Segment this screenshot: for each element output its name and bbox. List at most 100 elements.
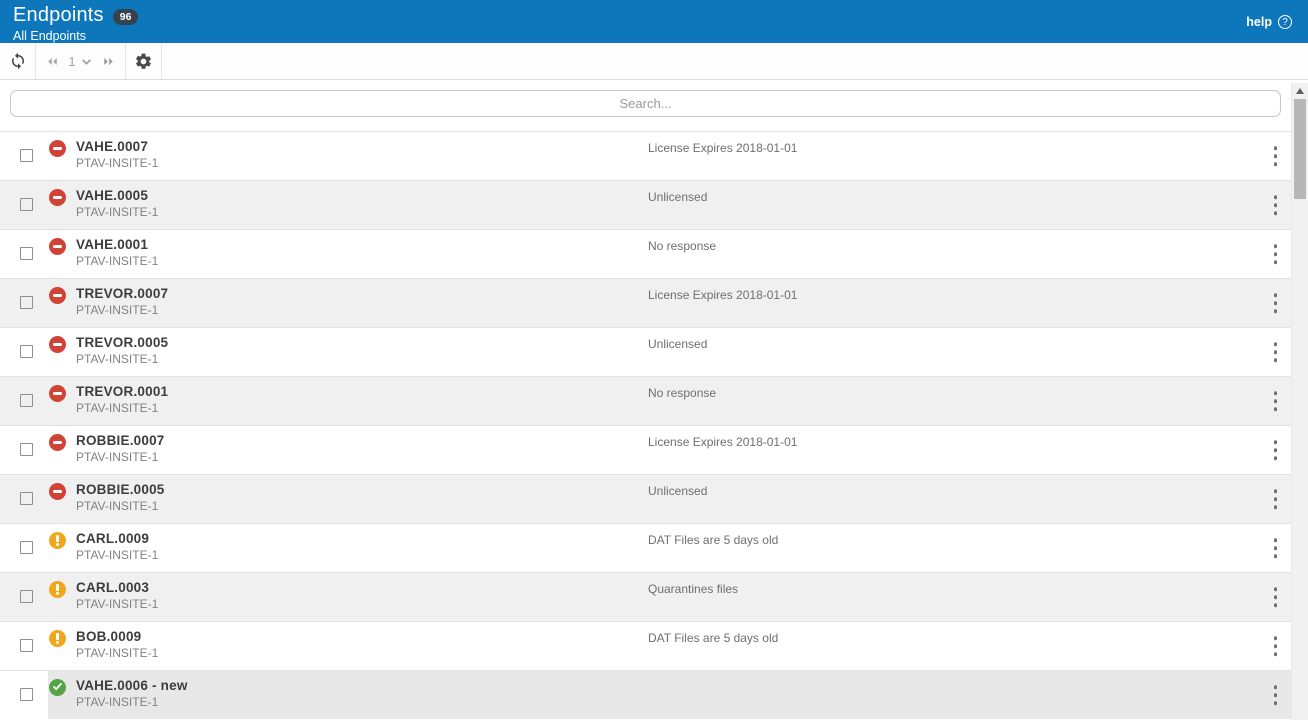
table-row[interactable]: TREVOR.0001 PTAV-INSITE-1 No response: [0, 376, 1291, 425]
row-checkbox[interactable]: [20, 296, 33, 309]
minus-glyph: [53, 294, 62, 297]
row-menu-button[interactable]: [1266, 484, 1286, 514]
endpoint-status: License Expires 2018-01-01: [648, 141, 798, 155]
endpoint-group: PTAV-INSITE-1: [76, 254, 159, 268]
row-checkbox[interactable]: [20, 688, 33, 701]
endpoint-name: TREVOR.0005: [76, 335, 169, 350]
endpoint-group: PTAV-INSITE-1: [76, 499, 159, 513]
endpoint-status: Unlicensed: [648, 190, 708, 204]
scroll-up-button[interactable]: [1292, 83, 1308, 98]
endpoint-status: No response: [648, 239, 717, 253]
table-row[interactable]: ROBBIE.0007 PTAV-INSITE-1 License Expire…: [0, 425, 1291, 474]
page-number-dropdown[interactable]: 1: [68, 54, 92, 69]
row-checkbox[interactable]: [20, 345, 33, 358]
endpoint-name: VAHE.0007: [76, 139, 149, 154]
minus-circle-icon: [49, 483, 66, 500]
endpoint-group: PTAV-INSITE-1: [76, 548, 159, 562]
table-row[interactable]: TREVOR.0005 PTAV-INSITE-1 Unlicensed: [0, 327, 1291, 376]
minus-circle-icon: [49, 385, 66, 402]
row-checkbox[interactable]: [20, 541, 33, 554]
chevron-down-icon: [80, 55, 93, 68]
endpoint-name: TREVOR.0007: [76, 286, 169, 301]
endpoint-name: BOB.0009: [76, 629, 142, 644]
row-checkbox[interactable]: [20, 590, 33, 603]
minus-circle-icon: [49, 189, 66, 206]
help-label: help: [1246, 15, 1272, 29]
first-page-button[interactable]: [44, 53, 61, 70]
row-menu-button[interactable]: [1266, 288, 1286, 318]
scrollbar-thumb[interactable]: [1294, 99, 1306, 199]
row-menu-button[interactable]: [1266, 337, 1286, 367]
table-row[interactable]: TREVOR.0007 PTAV-INSITE-1 License Expire…: [0, 278, 1291, 327]
endpoint-status: Unlicensed: [648, 337, 708, 351]
table-row[interactable]: CARL.0003 PTAV-INSITE-1 Quarantines file…: [0, 572, 1291, 621]
gear-icon: [134, 52, 153, 71]
minus-circle-icon: [49, 238, 66, 255]
endpoint-status: Quarantines files: [648, 582, 739, 596]
endpoint-group: PTAV-INSITE-1: [76, 401, 159, 415]
endpoint-status: DAT Files are 5 days old: [648, 533, 779, 547]
endpoint-status: DAT Files are 5 days old: [648, 631, 779, 645]
endpoint-status: License Expires 2018-01-01: [648, 288, 798, 302]
minus-circle-icon: [49, 336, 66, 353]
endpoint-status: License Expires 2018-01-01: [648, 435, 798, 449]
page-title: Endpoints: [13, 4, 104, 26]
endpoint-group: PTAV-INSITE-1: [76, 597, 159, 611]
check-glyph: [52, 679, 63, 697]
page-subtitle: All Endpoints: [13, 29, 86, 43]
table-row[interactable]: CARL.0009 PTAV-INSITE-1 DAT Files are 5 …: [0, 523, 1291, 572]
last-page-button[interactable]: [100, 53, 117, 70]
search-bar-area: [0, 80, 1291, 131]
exclamation-glyph: [56, 632, 59, 644]
row-menu-button[interactable]: [1266, 631, 1286, 661]
row-menu-button[interactable]: [1266, 190, 1286, 220]
endpoint-name: VAHE.0006 - new: [76, 678, 188, 693]
row-menu-button[interactable]: [1266, 533, 1286, 563]
table-row[interactable]: BOB.0009 PTAV-INSITE-1 DAT Files are 5 d…: [0, 621, 1291, 670]
endpoint-group: PTAV-INSITE-1: [76, 352, 159, 366]
scrollbar[interactable]: [1291, 83, 1308, 720]
endpoint-group: PTAV-INSITE-1: [76, 156, 159, 170]
row-menu-button[interactable]: [1266, 386, 1286, 416]
row-menu-button[interactable]: [1266, 435, 1286, 465]
endpoint-status: Unlicensed: [648, 484, 708, 498]
row-checkbox[interactable]: [20, 492, 33, 505]
row-checkbox[interactable]: [20, 198, 33, 211]
search-input[interactable]: [10, 90, 1281, 117]
table-row[interactable]: VAHE.0001 PTAV-INSITE-1 No response: [0, 229, 1291, 278]
table-row[interactable]: VAHE.0007 PTAV-INSITE-1 License Expires …: [0, 131, 1291, 180]
double-chevron-left-icon: [44, 53, 61, 70]
minus-circle-icon: [49, 140, 66, 157]
endpoint-group: PTAV-INSITE-1: [76, 646, 159, 660]
table-row[interactable]: VAHE.0005 PTAV-INSITE-1 Unlicensed: [0, 180, 1291, 229]
row-menu-button[interactable]: [1266, 141, 1286, 171]
row-menu-button[interactable]: [1266, 582, 1286, 612]
help-question-icon: ?: [1278, 15, 1292, 29]
minus-glyph: [53, 343, 62, 346]
check-circle-icon: [49, 679, 66, 696]
row-checkbox[interactable]: [20, 443, 33, 456]
refresh-button[interactable]: [0, 43, 36, 79]
endpoint-name: ROBBIE.0005: [76, 482, 165, 497]
help-button[interactable]: help ?: [1246, 15, 1292, 29]
row-checkbox[interactable]: [20, 394, 33, 407]
refresh-icon: [9, 52, 27, 70]
endpoint-group: PTAV-INSITE-1: [76, 695, 159, 709]
row-menu-button[interactable]: [1266, 239, 1286, 269]
row-checkbox[interactable]: [20, 149, 33, 162]
endpoint-count-badge: 96: [112, 8, 139, 25]
row-checkbox[interactable]: [20, 639, 33, 652]
minus-circle-icon: [49, 287, 66, 304]
table-row[interactable]: ROBBIE.0005 PTAV-INSITE-1 Unlicensed: [0, 474, 1291, 523]
endpoint-status: No response: [648, 386, 717, 400]
exclamation-glyph: [56, 534, 59, 546]
endpoint-name: VAHE.0001: [76, 237, 149, 252]
minus-glyph: [53, 392, 62, 395]
minus-glyph: [53, 147, 62, 150]
table-row[interactable]: VAHE.0006 - new PTAV-INSITE-1: [0, 670, 1291, 719]
minus-glyph: [53, 245, 62, 248]
exclamation-circle-icon: [49, 630, 66, 647]
row-menu-button[interactable]: [1266, 680, 1286, 710]
row-checkbox[interactable]: [20, 247, 33, 260]
settings-button[interactable]: [126, 43, 162, 79]
